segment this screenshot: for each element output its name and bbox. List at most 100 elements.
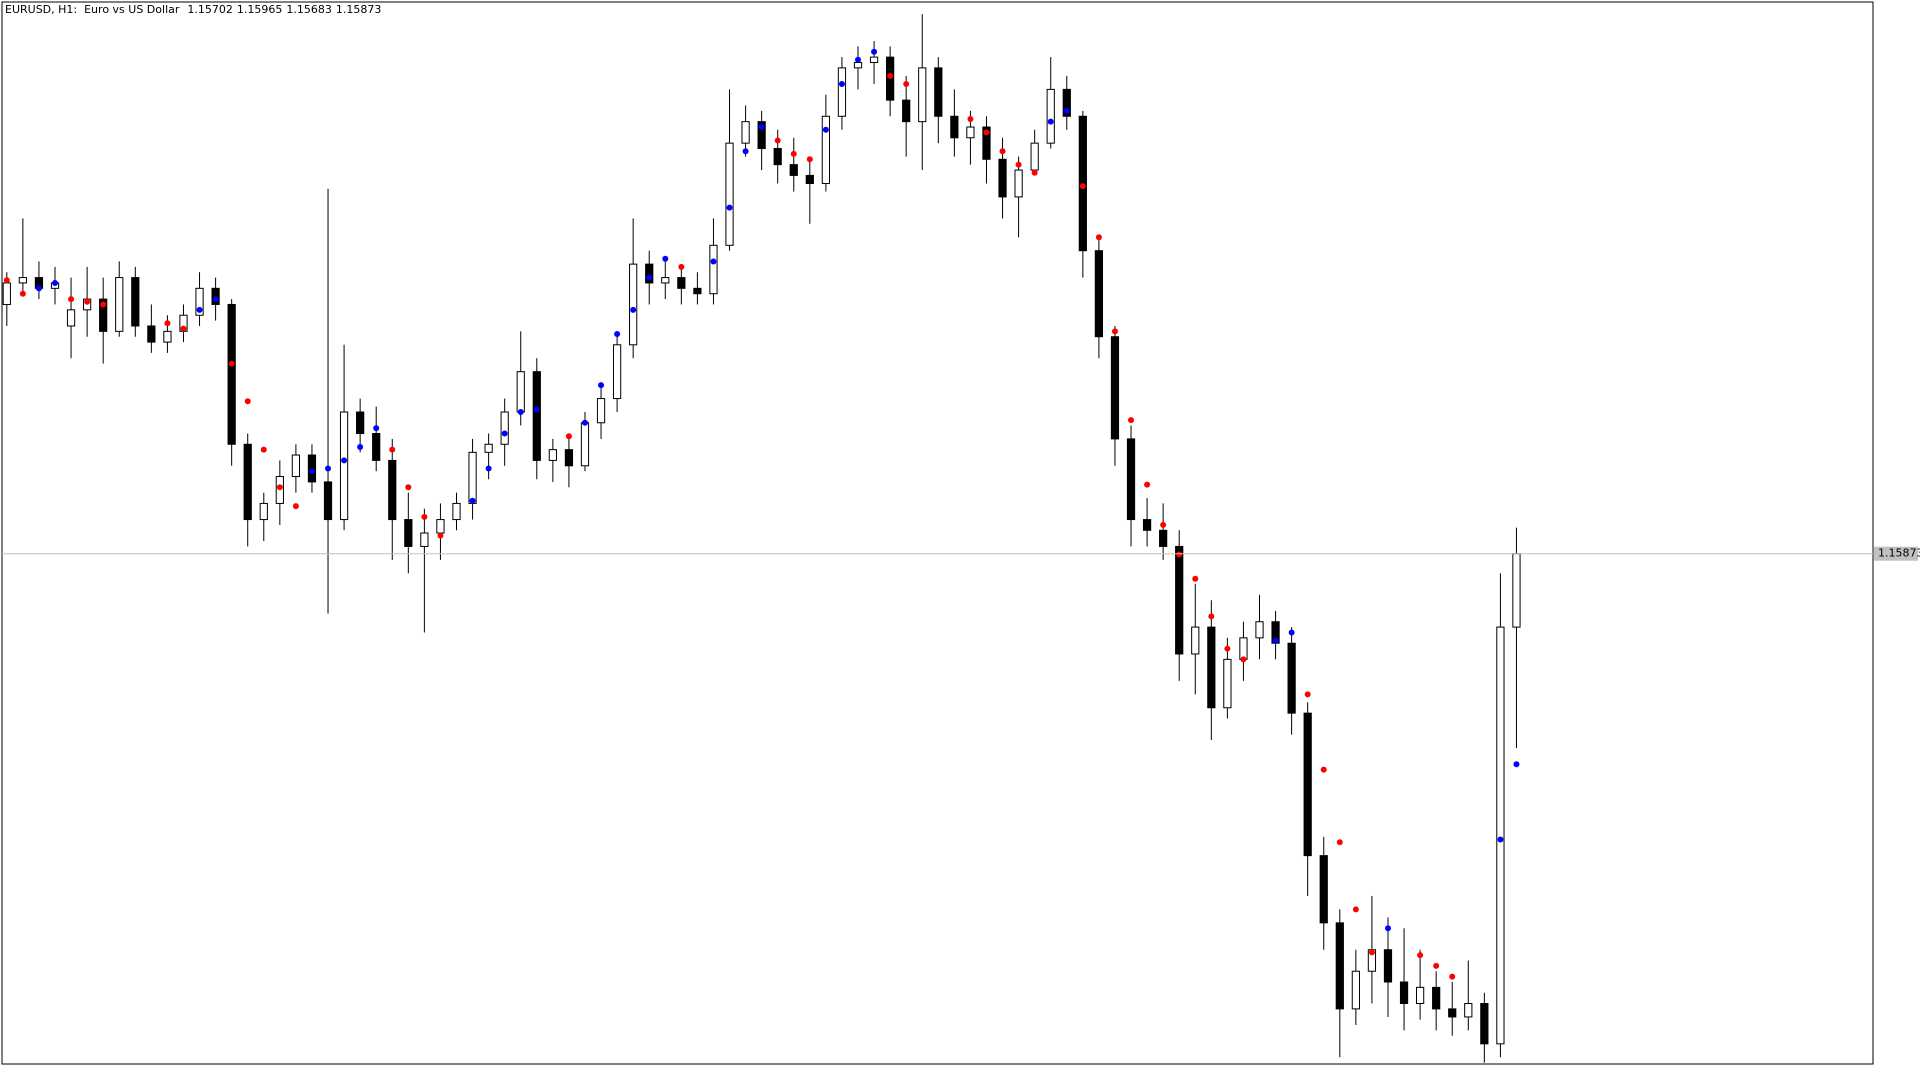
sar-dot [19,290,26,297]
candle-body [1464,1003,1473,1018]
candle-body [291,454,301,478]
sar-dot [1417,952,1424,959]
candle-body [1175,545,1184,655]
sar-dot [1352,906,1359,913]
sar-dot [983,129,990,136]
sar-dot [822,126,829,133]
sar-dot [1433,962,1440,969]
candle-body [982,126,991,160]
candle-body [596,398,606,424]
current-price-box [1874,546,1918,561]
candle-body [1110,336,1120,440]
candle-body [645,263,654,284]
candle-body [1159,529,1168,547]
sar-dot [1063,107,1070,114]
sar-dot [1224,645,1231,652]
candle-body [902,99,911,123]
candle-body [580,422,590,467]
header-high: 1.15965 [237,3,283,16]
candle-body [1415,986,1425,1005]
sar-dot [1015,161,1022,168]
candle-body [934,67,943,117]
sar-dot [1031,169,1038,176]
sar-dot [630,306,637,313]
sar-dot [710,258,717,265]
sar-dot [373,425,380,432]
candle-body [805,174,814,184]
sar-dot [1272,637,1279,644]
plot-frame [1,1,1874,1065]
candle-body [1383,949,1393,983]
candle-body [163,330,172,343]
candle-body [532,371,541,461]
sar-dot [1288,629,1295,636]
candle-body [1335,922,1344,1010]
sar-dot [517,409,524,416]
sar-dot [758,124,765,131]
candle-body [468,451,477,504]
sar-dot [838,81,845,88]
sar-dot [565,433,572,440]
header-open: 1.15702 [187,3,233,16]
sar-dot [100,301,107,308]
candle-body [1094,250,1104,338]
current-price-label: 1.15873 [1878,547,1920,560]
sar-dot [1320,766,1327,773]
candle-body [677,277,686,289]
sar-dot [501,430,508,437]
candle-body [323,481,333,521]
candle-body [1319,855,1328,924]
sar-dot [1208,613,1215,620]
sar-dot [1047,118,1054,125]
candle-body [1448,1008,1457,1018]
candle-body [1303,712,1312,857]
candle-body [1512,553,1521,628]
candle-body [372,433,381,461]
sar-dot [1144,481,1151,488]
sar-dot [1111,328,1118,335]
sar-dot [180,325,187,332]
candle-body [1062,88,1071,117]
candle-body [629,263,638,346]
sar-dot [164,320,171,327]
sar-dot [325,465,332,472]
candle-body [1126,438,1136,521]
sar-dot [1095,234,1102,241]
candle-body [1223,658,1232,709]
candle-body [1207,626,1216,709]
header-low: 1.15683 [286,3,332,16]
sar-dot [421,513,428,520]
sar-dot [244,398,251,405]
candle-body [548,449,557,461]
sar-dot [726,204,733,211]
sar-dot [1128,417,1135,424]
candle-body [773,148,782,166]
sar-dot [308,468,315,475]
sar-dot [742,148,749,155]
candle-body [661,277,670,284]
sar-dot [533,406,540,413]
sar-dot [806,156,813,163]
sar-dot [1192,575,1199,582]
sar-dot [774,137,781,144]
header-close: 1.15873 [336,3,382,16]
candle-body [452,502,461,521]
sar-dot [1079,183,1086,190]
sar-dot [1497,836,1504,843]
candle-body [837,67,847,117]
candle-body [1239,637,1248,660]
candle-body [500,411,509,445]
candle-body [950,115,959,139]
sar-dot [614,331,621,338]
sar-dot [1240,656,1247,663]
sar-dot [887,72,894,79]
candle-body [725,142,734,246]
candle-body [757,121,766,150]
sar-dot [1384,925,1391,932]
sar-dot [389,446,396,453]
candle-body [1496,626,1505,1045]
candle-body [420,532,429,547]
candle-body [147,325,156,343]
candle-body [853,61,863,69]
